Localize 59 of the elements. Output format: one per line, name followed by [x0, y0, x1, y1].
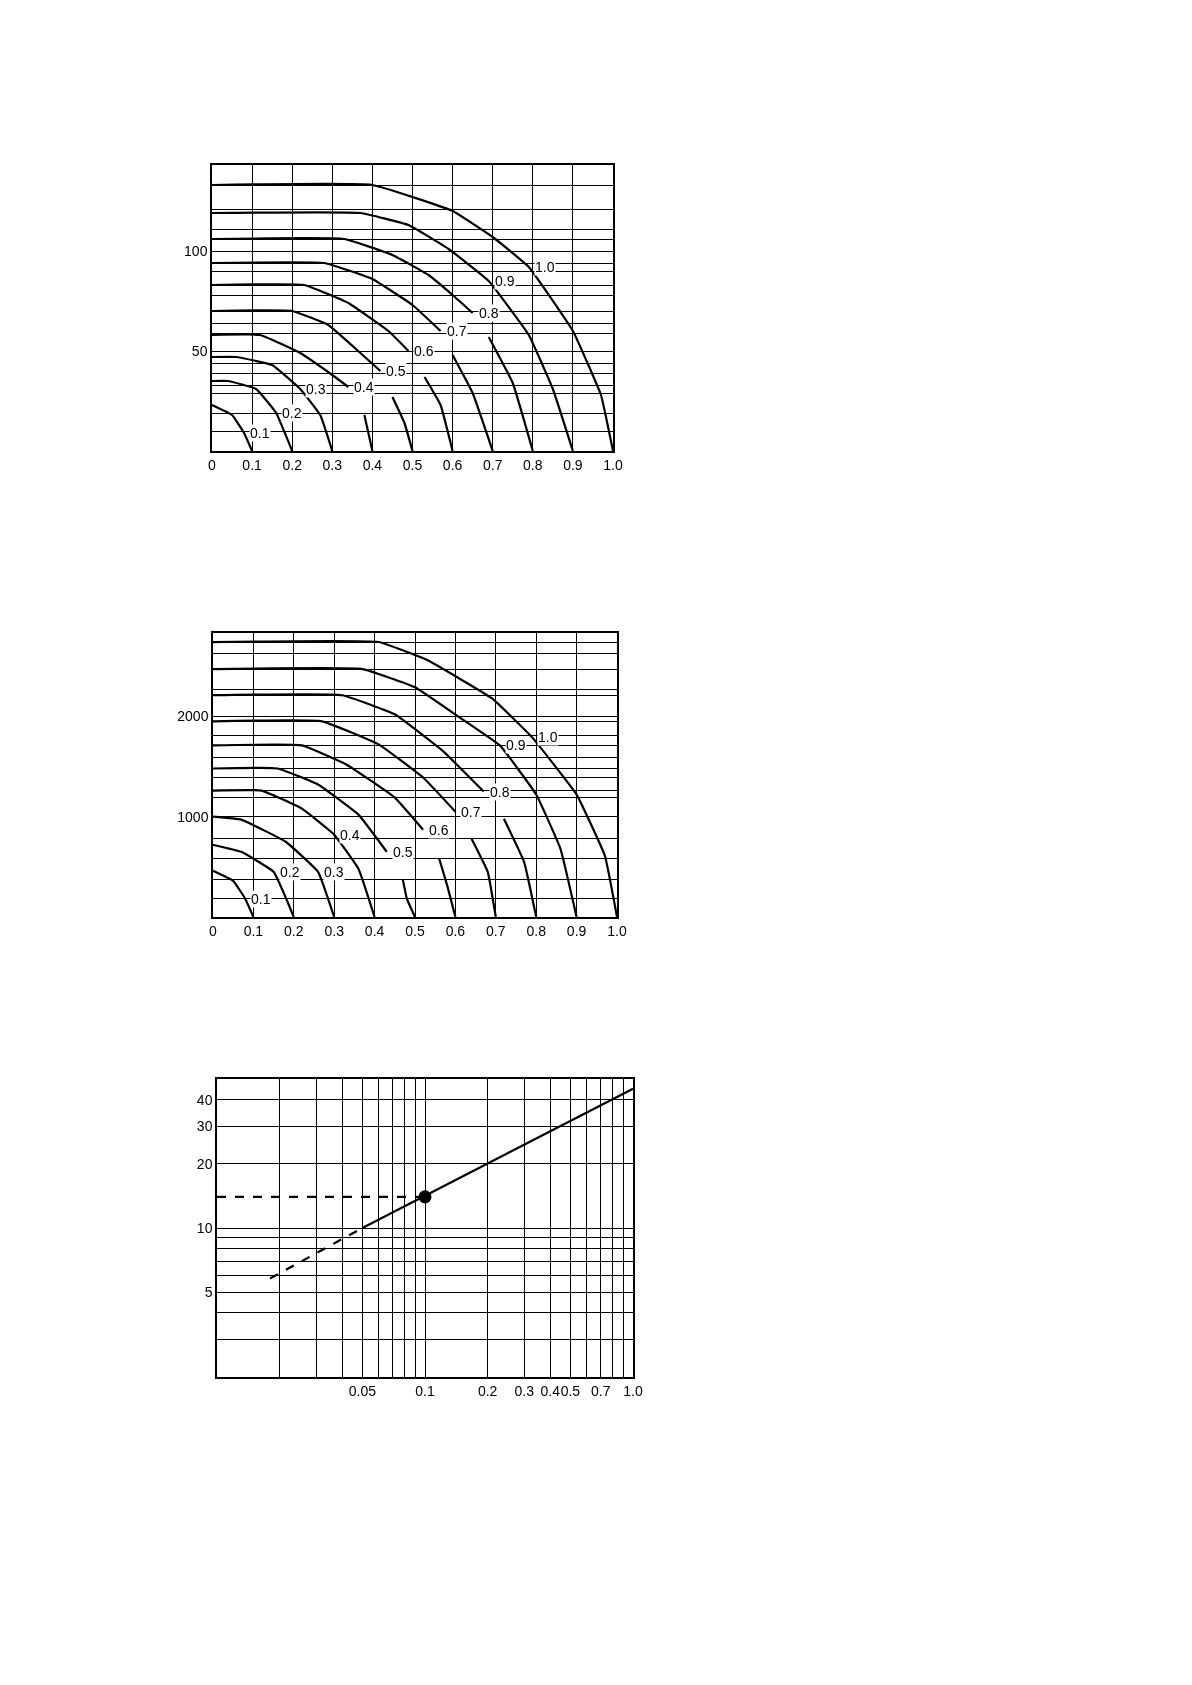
series-label: 0.5 — [386, 363, 406, 379]
y-tick-label: 50 — [191, 342, 208, 359]
x-tick-label: 0.7 — [591, 1382, 611, 1399]
series-label: 0.7 — [447, 323, 467, 339]
x-tick-label: 0.3 — [322, 456, 343, 473]
x-tick-label: 1.0 — [607, 922, 627, 939]
x-tick-label: 0.6 — [445, 922, 466, 939]
x-tick-label: 0.1 — [415, 1382, 435, 1399]
x-tick-label: 1.0 — [603, 456, 623, 473]
series-label: 0.1 — [250, 425, 270, 441]
x-tick-label: 0.7 — [486, 922, 506, 939]
x-tick-label: 0 — [208, 456, 217, 473]
x-tick-label: 1.0 — [623, 1382, 643, 1399]
x-tick-label: 0.05 — [348, 1382, 377, 1399]
x-tick-label: 0 — [209, 922, 218, 939]
y-tick-label: 2000 — [177, 708, 209, 725]
series-label: 0.7 — [461, 804, 481, 820]
x-tick-label: 0.3 — [324, 922, 345, 939]
x-tick-label: 0.9 — [563, 456, 583, 473]
y-tick-label: 20 — [196, 1155, 213, 1172]
series-label: 0.9 — [495, 273, 515, 289]
x-tick-label: 0.7 — [482, 456, 503, 473]
x-tick-label: 0.8 — [523, 456, 543, 473]
x-tick-label: 0.9 — [566, 922, 587, 939]
x-tick-label: 0.8 — [526, 922, 547, 939]
x-tick-label: 0.2 — [477, 1382, 498, 1399]
y-tick-label: 5 — [204, 1284, 213, 1301]
series-label: 0.3 — [324, 864, 344, 880]
series-label: 0.2 — [280, 864, 300, 880]
x-tick-label: 0.4 — [362, 456, 383, 473]
y-tick-label: 10 — [196, 1219, 213, 1236]
x-tick-label: 0.5 — [560, 1382, 581, 1399]
series-label: 0.6 — [429, 822, 449, 838]
series-label: 0.5 — [393, 844, 413, 860]
series-label: 0.8 — [490, 784, 510, 800]
series-label: 0.2 — [282, 405, 302, 421]
y-tick-label: 100 — [184, 242, 208, 259]
y-tick-label: 1000 — [177, 808, 209, 825]
series-label: 0.8 — [479, 305, 499, 321]
series-label: 0.1 — [251, 891, 271, 907]
y-tick-label: 40 — [196, 1091, 213, 1108]
x-tick-label: 0.4 — [540, 1382, 561, 1399]
x-tick-label: 0.6 — [442, 456, 463, 473]
series-label: 0.6 — [414, 343, 434, 359]
x-tick-label: 0.1 — [243, 922, 264, 939]
series-label: 0.3 — [306, 381, 326, 397]
series-label: 0.4 — [354, 379, 374, 395]
x-tick-label: 0.2 — [282, 456, 303, 473]
x-tick-label: 0.5 — [402, 456, 423, 473]
series-label: 1.0 — [538, 729, 558, 745]
x-tick-label: 0.1 — [242, 456, 263, 473]
x-tick-label: 0.2 — [284, 922, 304, 939]
series-label: 0.4 — [340, 827, 360, 843]
x-tick-label: 0.5 — [405, 922, 425, 939]
series-label: 1.0 — [535, 259, 555, 275]
x-tick-label: 0.3 — [514, 1382, 535, 1399]
x-tick-label: 0.4 — [364, 922, 385, 939]
series-label: 0.9 — [506, 737, 526, 753]
y-tick-label: 30 — [196, 1118, 213, 1135]
